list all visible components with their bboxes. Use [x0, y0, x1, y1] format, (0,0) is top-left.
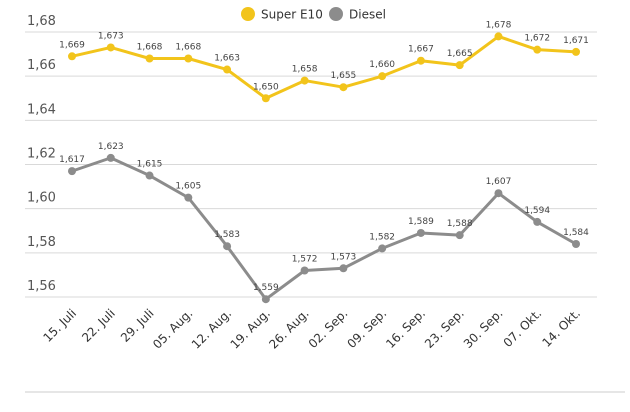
data-label: 1,573 — [331, 252, 357, 262]
series-group: 1,669 1,673 1,668 1,668 1,663 1,650 1,658 1,655… — [59, 20, 589, 304]
data-label: 1,672 — [524, 34, 550, 44]
y-tick-label: 1,68 — [27, 14, 56, 29]
data-label: 1,655 — [331, 71, 357, 81]
series-diesel: 1,617 1,623 1,615 1,605 1,583 1,559 1,572 1,573… — [59, 142, 589, 304]
gridlines — [25, 31, 597, 298]
data-label: 1,584 — [563, 228, 589, 238]
y-tick-label: 1,56 — [27, 279, 56, 294]
x-tick-label: 16. Sep. — [383, 306, 428, 351]
y-tick-label: 1,60 — [27, 191, 56, 206]
x-tick-label: 05. Aug. — [150, 306, 195, 351]
data-label: 1,617 — [59, 155, 85, 165]
data-point — [184, 193, 193, 202]
data-label: 1,663 — [214, 54, 240, 64]
data-label: 1,615 — [137, 160, 163, 170]
x-tick-label: 15. Juli — [40, 306, 79, 345]
x-tick-label: 26. Aug. — [266, 306, 311, 351]
data-point — [106, 153, 115, 162]
x-tick-label: 30. Sep. — [461, 306, 506, 351]
y-tick-label: 1,58 — [27, 235, 56, 250]
data-label: 1,678 — [486, 20, 512, 30]
legend: Super E10 Diesel — [241, 7, 386, 22]
data-point — [68, 52, 76, 61]
legend-marker — [241, 7, 255, 21]
data-label: 1,607 — [486, 177, 512, 187]
data-point — [261, 295, 270, 304]
data-point — [300, 76, 309, 85]
data-label: 1,594 — [524, 206, 550, 216]
data-point — [494, 32, 503, 41]
data-label: 1,588 — [447, 219, 473, 229]
data-point — [300, 266, 309, 275]
x-tick-label: 19. Aug. — [228, 306, 273, 351]
data-label: 1,669 — [59, 40, 85, 50]
data-label: 1,668 — [175, 43, 201, 53]
data-point — [106, 43, 115, 52]
x-tick-label: 14. Okt. — [539, 306, 583, 350]
series-line — [71, 156, 577, 301]
data-point — [223, 242, 232, 251]
data-label: 1,650 — [253, 82, 279, 92]
x-tick-label: 29. Juli — [118, 306, 157, 345]
legend-entry: Diesel — [349, 8, 386, 22]
data-label: 1,665 — [447, 49, 473, 59]
data-point — [378, 72, 387, 81]
x-tick-label: 02. Sep. — [306, 306, 351, 351]
data-point — [261, 94, 270, 103]
x-tick-label: 23. Sep. — [422, 306, 467, 351]
y-tick-label: 1,64 — [27, 102, 56, 117]
data-label: 1,589 — [408, 217, 434, 227]
data-label: 1,667 — [408, 45, 434, 55]
data-label: 1,583 — [214, 230, 240, 240]
data-point — [145, 171, 154, 180]
legend-marker — [329, 7, 343, 21]
data-label: 1,559 — [253, 283, 279, 293]
data-label: 1,671 — [563, 36, 589, 46]
data-label: 1,572 — [292, 255, 318, 265]
data-label: 1,673 — [98, 31, 124, 41]
data-point — [339, 83, 348, 92]
data-point — [184, 54, 193, 63]
data-point — [533, 217, 542, 226]
data-point — [572, 240, 580, 248]
y-tick-label: 1,66 — [27, 58, 56, 73]
data-point — [68, 167, 76, 176]
data-point — [223, 65, 232, 74]
series-line — [71, 34, 577, 100]
data-point — [455, 61, 464, 70]
data-point — [416, 56, 425, 65]
data-point — [378, 244, 387, 253]
legend-entry: Super E10 — [261, 8, 323, 22]
data-label: 1,623 — [98, 142, 124, 152]
data-point — [572, 47, 580, 56]
x-tick-label: 12. Aug. — [189, 306, 234, 351]
series-super-e10: 1,669 1,673 1,668 1,668 1,663 1,650 1,658 1,655… — [59, 20, 589, 103]
data-point — [533, 45, 542, 54]
data-label: 1,668 — [137, 43, 163, 53]
data-label: 1,582 — [369, 232, 395, 242]
data-point — [455, 231, 464, 240]
x-tick-label: 22. Juli — [79, 306, 118, 345]
data-label: 1,660 — [369, 60, 395, 70]
data-label: 1,658 — [292, 65, 318, 75]
y-tick-label: 1,62 — [27, 147, 56, 162]
x-tick-label: 07. Okt. — [501, 306, 545, 350]
data-point — [145, 54, 154, 63]
data-label: 1,605 — [175, 182, 201, 192]
data-point — [416, 228, 425, 237]
data-point — [339, 264, 348, 273]
y-axis: 1,56 1,58 1,60 1,62 1,64 1,66 1,68 — [27, 14, 56, 294]
x-tick-label: 09. Sep. — [344, 306, 389, 351]
data-point — [494, 189, 503, 198]
